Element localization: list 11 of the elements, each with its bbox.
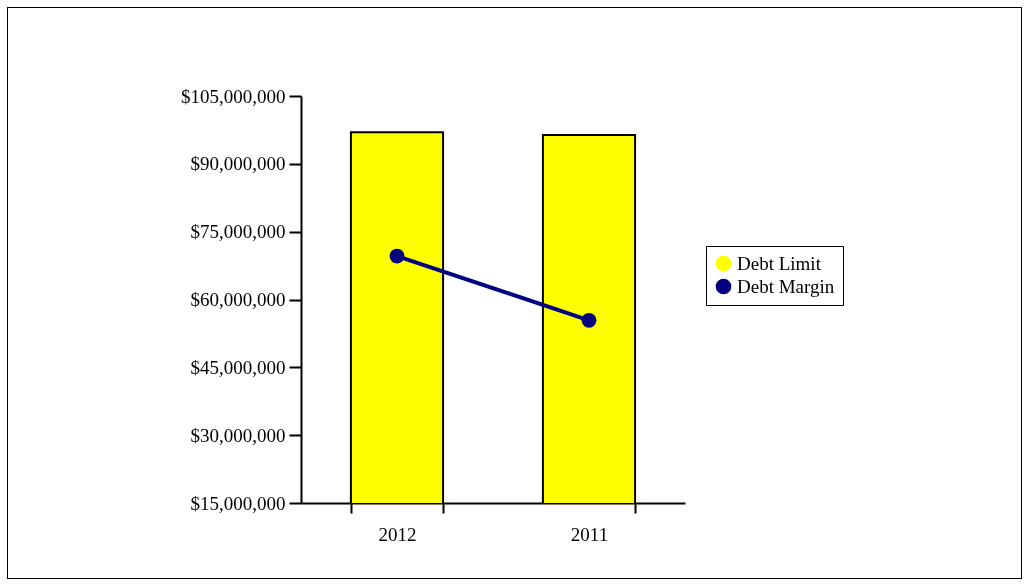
legend-label: Debt Limit — [737, 252, 822, 274]
legend-label: Debt Margin — [737, 275, 835, 297]
y-tick-label: $15,000,000 — [190, 492, 286, 514]
x-tick-label: 2012 — [378, 523, 417, 545]
y-tick-label: $90,000,000 — [190, 153, 286, 175]
y-tick-label: $105,000,000 — [181, 85, 286, 107]
y-tick-label: $75,000,000 — [190, 221, 286, 243]
y-tick-label: $45,000,000 — [190, 356, 286, 378]
y-tick-label: $60,000,000 — [190, 289, 286, 310]
y-tick-label: $30,000,000 — [190, 424, 286, 446]
x-tick-label: 2011 — [570, 523, 609, 545]
